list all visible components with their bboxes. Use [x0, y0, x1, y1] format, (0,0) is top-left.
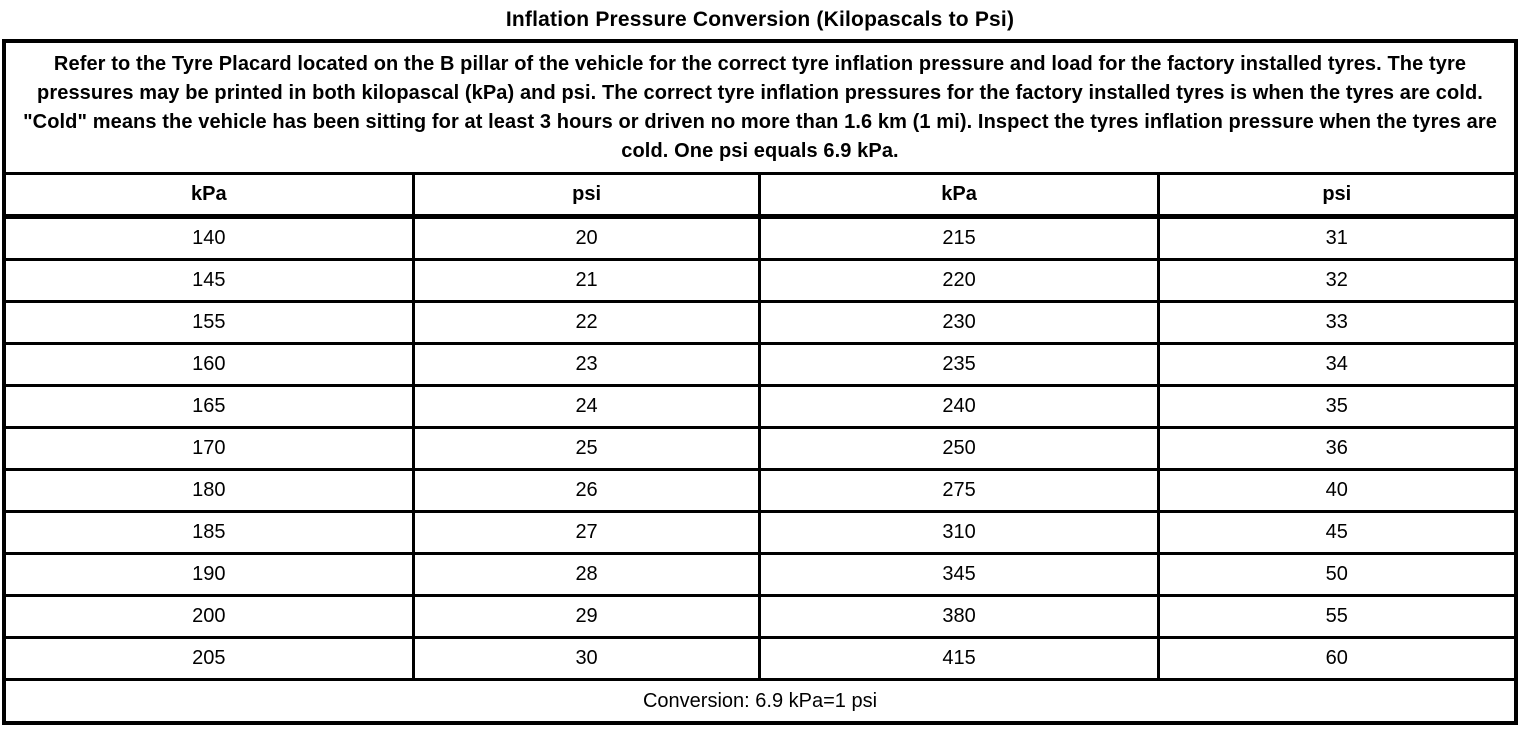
table-cell: 31 [1156, 215, 1514, 261]
conversion-note: Conversion: 6.9 kPa=1 psi [6, 678, 1514, 721]
table-row: 200 29 380 55 [6, 594, 1514, 639]
table-cell: 185 [6, 510, 415, 555]
table-cell: 40 [1156, 468, 1514, 513]
table-cell: 415 [758, 636, 1160, 681]
table-cell: 23 [411, 342, 762, 387]
conversion-panel: Refer to the Tyre Placard located on the… [2, 39, 1518, 725]
table-row: 180 26 275 40 [6, 468, 1514, 513]
table-cell: 55 [1156, 594, 1514, 639]
table-row: 190 28 345 50 [6, 552, 1514, 597]
table-cell: 165 [6, 384, 415, 429]
table-cell: 230 [758, 300, 1160, 345]
intro-paragraph: Refer to the Tyre Placard located on the… [23, 53, 1497, 162]
table-cell: 160 [6, 342, 415, 387]
table-cell: 345 [758, 552, 1160, 597]
table-cell: 45 [1156, 510, 1514, 555]
conversion-table: kPa psi kPa psi 140 20 215 31 145 21 220 32 155 22 23… [6, 172, 1514, 721]
table-head: kPa psi kPa psi [6, 172, 1514, 219]
table-cell: 235 [758, 342, 1160, 387]
table-cell: 26 [411, 468, 762, 513]
table-cell: 24 [411, 384, 762, 429]
table-cell: 34 [1156, 342, 1514, 387]
table-cell: 205 [6, 636, 415, 681]
table-foot: Conversion: 6.9 kPa=1 psi [6, 678, 1514, 721]
table-cell: 190 [6, 552, 415, 597]
table-row: 185 27 310 45 [6, 510, 1514, 555]
table-body: 140 20 215 31 145 21 220 32 155 22 230 33 160 23 235 34… [6, 215, 1514, 681]
column-header: psi [411, 172, 762, 219]
column-header: kPa [758, 172, 1160, 219]
table-row: 155 22 230 33 [6, 300, 1514, 345]
table-cell: 155 [6, 300, 415, 345]
table-cell: 310 [758, 510, 1160, 555]
table-cell: 380 [758, 594, 1160, 639]
table-cell: 29 [411, 594, 762, 639]
table-row: 205 30 415 60 [6, 636, 1514, 681]
table-cell: 35 [1156, 384, 1514, 429]
page-title: Inflation Pressure Conversion (Kilopasca… [505, 8, 1015, 31]
table-cell: 275 [758, 468, 1160, 513]
table-cell: 170 [6, 426, 415, 471]
column-header: kPa [6, 172, 415, 219]
column-header: psi [1156, 172, 1514, 219]
table-cell: 32 [1156, 258, 1514, 303]
table-row: 160 23 235 34 [6, 342, 1514, 387]
table-cell: 240 [758, 384, 1160, 429]
table-cell: 22 [411, 300, 762, 345]
table-cell: 250 [758, 426, 1160, 471]
table-cell: 180 [6, 468, 415, 513]
table-cell: 140 [6, 215, 415, 261]
table-row: 145 21 220 32 [6, 258, 1514, 303]
table-cell: 27 [411, 510, 762, 555]
table-cell: 20 [411, 215, 762, 261]
table-cell: 33 [1156, 300, 1514, 345]
table-cell: 215 [758, 215, 1160, 261]
footer-row: Conversion: 6.9 kPa=1 psi [6, 678, 1514, 721]
table-cell: 28 [411, 552, 762, 597]
table-cell: 60 [1156, 636, 1514, 681]
table-cell: 50 [1156, 552, 1514, 597]
table-row: 170 25 250 36 [6, 426, 1514, 471]
table-cell: 21 [411, 258, 762, 303]
table-row: 140 20 215 31 [6, 215, 1514, 261]
table-cell: 145 [6, 258, 415, 303]
table-cell: 25 [411, 426, 762, 471]
table-cell: 200 [6, 594, 415, 639]
header-row: kPa psi kPa psi [6, 172, 1514, 219]
table-cell: 36 [1156, 426, 1514, 471]
table-cell: 220 [758, 258, 1160, 303]
table-row: 165 24 240 35 [6, 384, 1514, 429]
table-cell: 30 [411, 636, 762, 681]
